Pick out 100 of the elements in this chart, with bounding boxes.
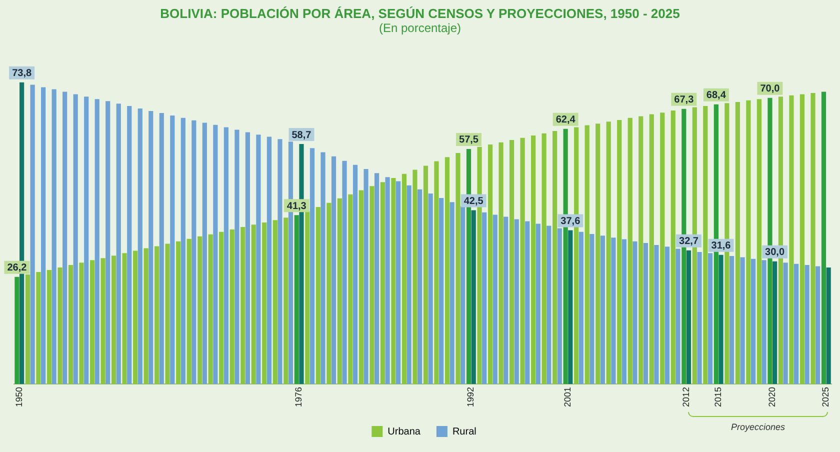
- bar: [697, 252, 702, 384]
- bar: [396, 181, 401, 384]
- bar: [611, 238, 616, 384]
- bar: [412, 170, 418, 384]
- legend-label: Urbana: [388, 426, 421, 438]
- bar: [374, 173, 380, 384]
- bar: [170, 115, 175, 384]
- bar: [358, 190, 364, 384]
- bar: [789, 95, 794, 384]
- data-label: 67,3: [674, 94, 694, 106]
- legend-label: Rural: [452, 426, 476, 438]
- bar: [622, 239, 626, 384]
- bar: [111, 256, 116, 384]
- bar: [514, 219, 519, 384]
- data-label: 42,5: [464, 196, 484, 208]
- bar: [434, 161, 439, 384]
- bar: [762, 260, 766, 384]
- bar: [418, 189, 422, 384]
- data-label: 30,0: [765, 247, 785, 258]
- bar: [509, 140, 514, 384]
- bar: [106, 101, 110, 384]
- bar: [154, 246, 160, 384]
- bar: [810, 92, 816, 384]
- bar: [352, 164, 358, 384]
- bar: [578, 232, 584, 384]
- bar: [364, 168, 368, 384]
- bar: [385, 177, 390, 384]
- bar: [439, 198, 444, 384]
- bar: [772, 261, 778, 384]
- bar: [94, 99, 100, 384]
- bar: [821, 92, 826, 384]
- bar: [826, 267, 831, 384]
- bar: [686, 250, 692, 384]
- bar: [536, 224, 540, 384]
- bar: [520, 138, 525, 384]
- data-label: 41,3: [286, 200, 307, 212]
- x-tick-label: 2015: [713, 386, 724, 408]
- bar: [638, 116, 644, 384]
- bar: [584, 125, 590, 384]
- bar: [294, 215, 299, 384]
- bar: [132, 250, 138, 384]
- bar: [52, 89, 56, 384]
- bar: [176, 241, 181, 384]
- data-label: 68,4: [706, 90, 726, 102]
- bar: [198, 236, 202, 384]
- bar: [224, 127, 228, 384]
- bar: [62, 92, 68, 384]
- bar: [370, 186, 374, 384]
- bar: [186, 238, 192, 384]
- bar: [58, 267, 62, 384]
- bar: [73, 94, 78, 384]
- bar: [234, 130, 240, 384]
- bar: [740, 257, 745, 384]
- x-tick-label: 2001: [562, 386, 572, 408]
- bar: [596, 124, 600, 384]
- bar: [794, 264, 799, 384]
- bar: [320, 152, 326, 384]
- data-label: 70,0: [760, 84, 780, 95]
- bar: [380, 182, 385, 384]
- text: Proyecciones: [730, 422, 786, 432]
- bar: [628, 118, 632, 384]
- bar: [391, 178, 396, 384]
- bar: [272, 220, 278, 384]
- data-label: 57,5: [459, 134, 479, 146]
- bar: [504, 216, 508, 384]
- bar: [800, 94, 805, 384]
- bar: [116, 104, 121, 384]
- bar: [278, 139, 282, 384]
- bar: [444, 157, 450, 384]
- bar: [342, 160, 347, 384]
- bar: [525, 221, 530, 384]
- bar: [643, 242, 648, 384]
- bar: [245, 132, 250, 384]
- data-label: 62,4: [556, 114, 576, 126]
- bar: [783, 262, 788, 384]
- x-tick-label: 2012: [680, 386, 691, 408]
- bar: [606, 122, 611, 384]
- bar: [148, 110, 154, 384]
- bar: [750, 258, 756, 384]
- bar: [423, 166, 428, 384]
- bar: [531, 135, 536, 384]
- bar: [402, 174, 407, 384]
- bar: [552, 130, 558, 384]
- bar: [428, 194, 433, 384]
- bar: [256, 134, 261, 384]
- bar: [331, 156, 336, 384]
- bar: [649, 114, 654, 384]
- bar: [654, 245, 659, 384]
- bar: [240, 227, 246, 384]
- bar: [456, 153, 460, 384]
- x-tick-label: 2025: [820, 386, 831, 408]
- bar: [159, 112, 164, 384]
- bar: [348, 194, 353, 384]
- x-tick-label: 1992: [466, 386, 476, 408]
- bar: [180, 118, 186, 384]
- bar: [406, 185, 412, 384]
- bar: [660, 112, 665, 384]
- bar: [718, 254, 724, 384]
- bar: [326, 202, 332, 384]
- bar: [208, 234, 213, 384]
